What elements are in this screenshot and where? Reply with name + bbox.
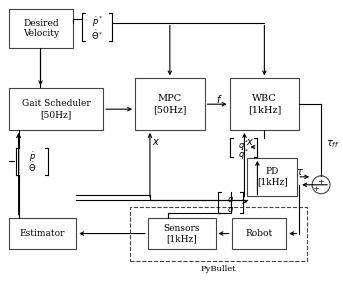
Text: Estimator: Estimator [20,229,65,238]
Text: PD
[1kHz]: PD [1kHz] [257,167,288,186]
Text: $q$: $q$ [227,195,234,206]
Text: Gait Scheduler
[50Hz]: Gait Scheduler [50Hz] [22,99,90,119]
Text: $f$: $f$ [216,93,222,105]
Text: +: + [318,178,324,186]
Text: +: + [313,185,320,193]
Text: WBC
[1kHz]: WBC [1kHz] [248,95,281,114]
Text: $\dot{\Theta}$: $\dot{\Theta}$ [28,160,36,174]
Text: MPC
[50Hz]: MPC [50Hz] [153,95,187,114]
Bar [9,9,73,48]
Bar [232,218,286,249]
Text: Desired
Velocity: Desired Velocity [23,19,59,38]
Bar [229,78,299,130]
Text: PyBullet: PyBullet [201,265,236,273]
Text: Robot: Robot [245,229,273,238]
Bar [148,218,216,249]
Bar [9,88,103,130]
Text: $x$: $x$ [152,137,160,147]
Text: $q^*$: $q^*$ [238,139,249,153]
Bar [247,158,297,196]
Text: $\dot{p}^*$: $\dot{p}^*$ [92,15,103,29]
Text: $\dot{q}^*$: $\dot{q}^*$ [238,148,249,162]
Text: $x$: $x$ [247,137,255,147]
Text: $\tau_{ff}$: $\tau_{ff}$ [326,138,340,150]
Bar [135,78,205,130]
Bar [130,207,307,261]
Bar [9,218,76,249]
Text: $\dot{\Theta}^*$: $\dot{\Theta}^*$ [91,28,104,42]
Text: $\dot{p}$: $\dot{p}$ [28,150,36,164]
Text: $\dot{q}$: $\dot{q}$ [227,203,234,217]
Text: $\tau$: $\tau$ [296,167,304,177]
Text: Sensors
[1kHz]: Sensors [1kHz] [164,224,200,243]
